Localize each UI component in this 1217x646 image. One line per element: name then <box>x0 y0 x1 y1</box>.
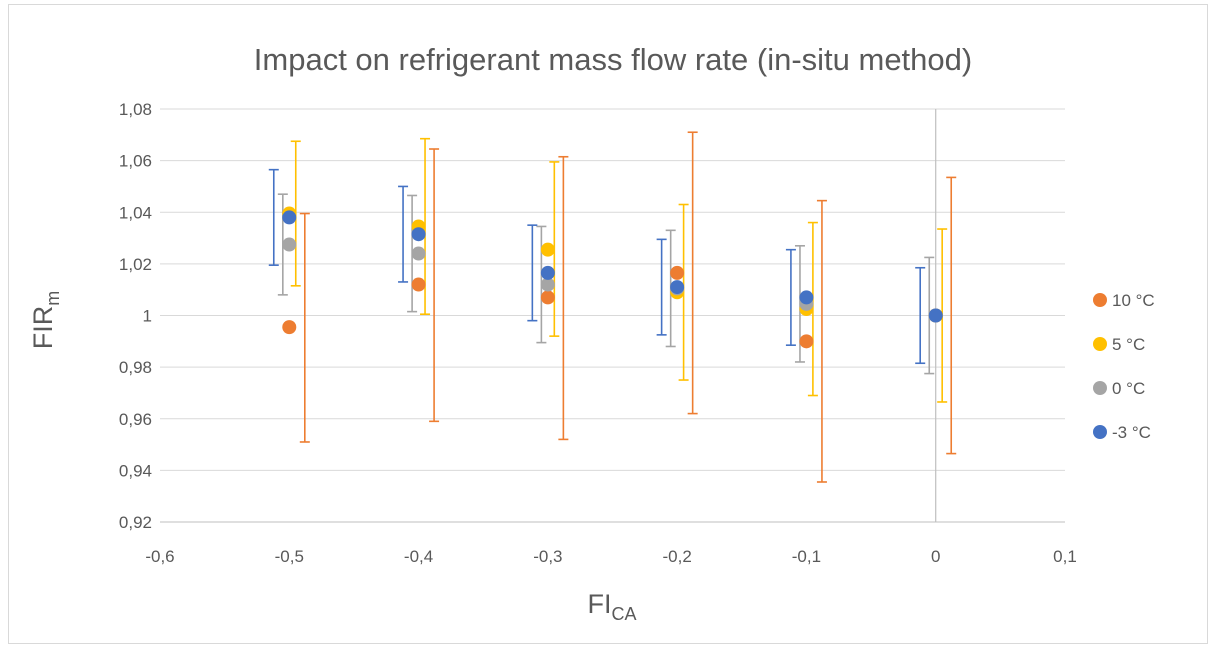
error-bar <box>527 224 538 322</box>
error-bar <box>785 248 796 346</box>
y-axis-label: FIRm <box>28 291 63 350</box>
error-bar <box>299 212 310 443</box>
error-bar <box>558 155 569 441</box>
legend: 10 °C 5 °C 0 °C -3 °C <box>1093 291 1155 442</box>
data-point <box>540 265 555 280</box>
x-tick-label: -0,6 <box>145 547 174 566</box>
x-tick-label: -0,3 <box>533 547 562 566</box>
error-bar <box>946 176 957 455</box>
error-bar <box>656 238 667 336</box>
data-point <box>411 227 426 242</box>
data-point <box>928 308 943 323</box>
axes: 0,92 0,94 0,96 0,98 1 1,02 1,04 1,06 1,08 -0,6 -0,… <box>119 100 1077 566</box>
data-point <box>411 246 426 261</box>
legend-label: 0 °C <box>1112 379 1145 398</box>
grid-lines <box>160 108 1065 471</box>
y-tick-label: 1,06 <box>119 152 152 171</box>
error-bar <box>687 131 698 415</box>
x-tick-label: -0,2 <box>662 547 691 566</box>
data-point <box>799 334 814 349</box>
legend-label: -3 °C <box>1112 423 1151 442</box>
x-axis-label: FICA <box>587 589 636 624</box>
x-axis-label-main: FI <box>587 589 611 619</box>
legend-label: 5 °C <box>1112 335 1145 354</box>
legend-marker <box>1093 337 1107 351</box>
data-point <box>282 210 297 225</box>
legend-marker <box>1093 293 1107 307</box>
data-point <box>540 277 555 292</box>
error-bar <box>398 185 409 283</box>
y-tick-label: 1 <box>143 307 152 326</box>
legend-marker <box>1093 425 1107 439</box>
error-bar <box>268 168 279 266</box>
data-point <box>411 277 426 292</box>
y-axis-label-sub: m <box>43 291 63 306</box>
data-point <box>670 280 685 295</box>
data-point <box>540 290 555 305</box>
x-tick-label: 0,1 <box>1053 547 1077 566</box>
y-tick-label: 1,02 <box>119 255 152 274</box>
y-tick-label: 0,96 <box>119 410 152 429</box>
y-tick-label: 1,04 <box>119 203 152 222</box>
error-bar <box>915 266 926 365</box>
error-bars <box>268 131 957 483</box>
y-tick-label: 0,92 <box>119 513 152 532</box>
data-point <box>282 237 297 252</box>
y-tick-label: 0,98 <box>119 358 152 377</box>
x-tick-label: -0,1 <box>792 547 821 566</box>
chart-area <box>8 4 1208 644</box>
chart-title: Impact on refrigerant mass flow rate (in… <box>254 42 972 77</box>
x-tick-label: 0 <box>931 547 940 566</box>
legend-marker <box>1093 381 1107 395</box>
error-bar <box>429 148 440 423</box>
y-axis-label-main: FIR <box>28 306 58 350</box>
error-bar <box>816 199 827 483</box>
x-axis-label-sub: CA <box>611 604 636 624</box>
legend-label: 10 °C <box>1112 291 1155 310</box>
x-tick-label: -0,5 <box>275 547 304 566</box>
data-points <box>282 206 943 349</box>
data-point <box>670 265 685 280</box>
data-point <box>282 320 297 335</box>
data-point <box>540 242 555 257</box>
data-point <box>799 290 814 305</box>
y-tick-label: 0,94 <box>119 461 152 480</box>
x-tick-label: -0,4 <box>404 547 433 566</box>
y-tick-label: 1,08 <box>119 100 152 119</box>
